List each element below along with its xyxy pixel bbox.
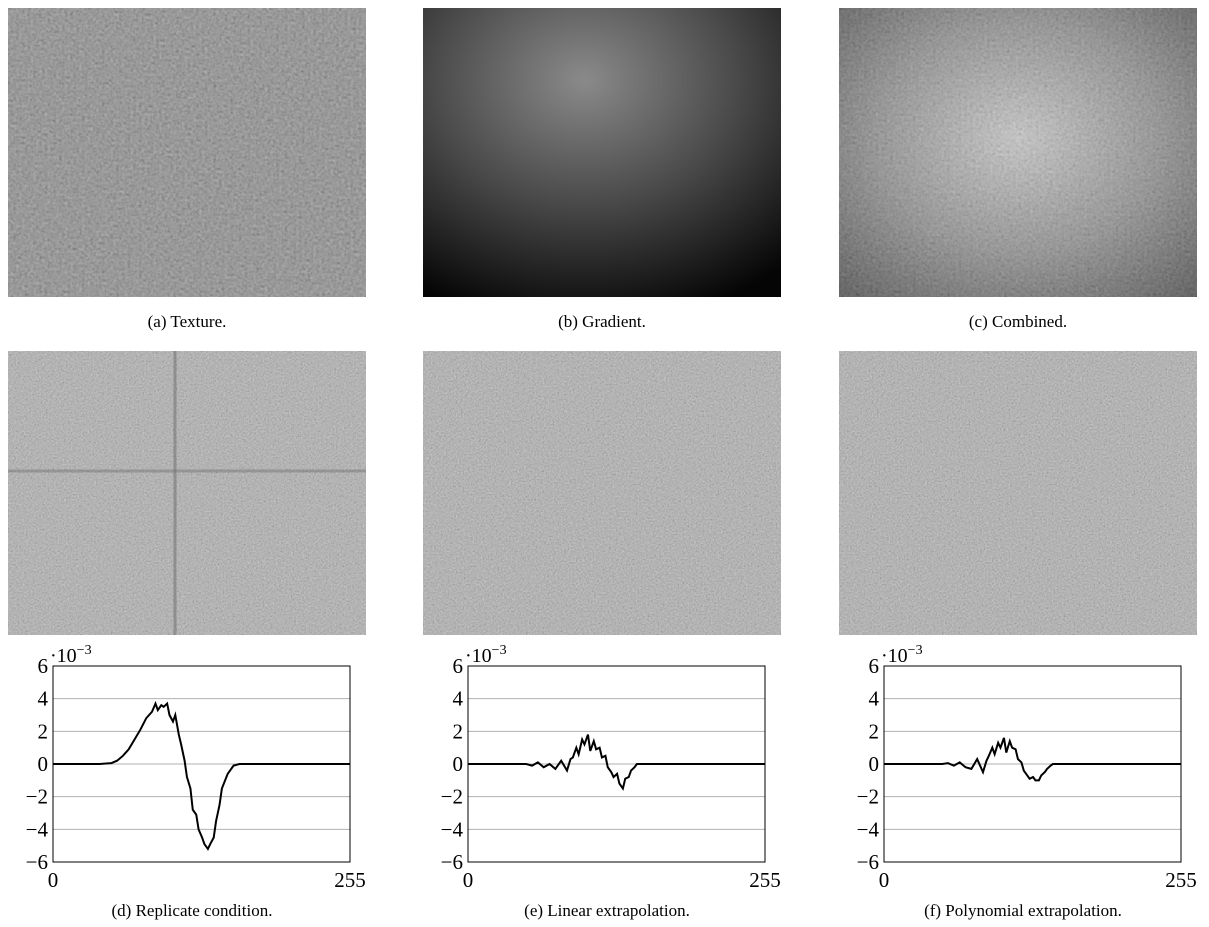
y-tick-label: −4 [441, 817, 464, 841]
x-tick-label: 255 [334, 868, 366, 892]
y-multiplier-exponent: −3 [908, 643, 923, 658]
y-tick-label: 4 [38, 687, 49, 711]
y-tick-label: −6 [857, 850, 879, 874]
y-tick-label: 0 [453, 752, 464, 776]
error-image [8, 351, 366, 635]
x-tick-label: 255 [749, 868, 781, 892]
caption: (a) Texture. [147, 312, 227, 331]
error-image [423, 351, 781, 635]
y-tick-label: 6 [869, 654, 880, 678]
caption: (e) Linear extrapolation. [524, 901, 690, 920]
y-tick-label: 0 [869, 752, 880, 776]
y-tick-label: 2 [869, 719, 880, 743]
data-line [884, 737, 1181, 782]
error-image [839, 351, 1197, 635]
y-multiplier-base: ·10 [50, 645, 77, 667]
x-tick-label: 255 [1165, 868, 1197, 892]
gradient-image [423, 8, 781, 297]
y-tick-label: 6 [38, 654, 49, 678]
x-tick-label: 0 [463, 868, 474, 892]
caption: (c) Combined. [968, 312, 1068, 331]
y-tick-label: 0 [38, 752, 49, 776]
x-tick-label: 0 [879, 868, 890, 892]
y-tick-label: −6 [26, 850, 48, 874]
y-multiplier-exponent: −3 [77, 643, 92, 658]
combined-image [839, 8, 1197, 297]
data-line [53, 700, 350, 851]
y-multiplier: ·10−3 [465, 643, 507, 667]
y-tick-label: 2 [453, 719, 464, 743]
y-tick-label: 4 [453, 687, 464, 711]
data-line [468, 734, 765, 791]
y-multiplier-exponent: −3 [492, 643, 507, 658]
caption: (d) Replicate condition. [112, 901, 273, 920]
y-multiplier: ·10−3 [881, 643, 923, 667]
y-multiplier: ·10−3 [50, 643, 92, 667]
y-tick-label: 4 [869, 687, 880, 711]
y-tick-label: −4 [857, 817, 880, 841]
y-tick-label: −4 [26, 817, 49, 841]
y-tick-label: 6 [453, 654, 464, 678]
y-multiplier-base: ·10 [465, 645, 492, 667]
caption: (b) Gradient. [558, 312, 646, 331]
y-tick-label: −2 [441, 785, 463, 809]
y-tick-label: −2 [857, 785, 879, 809]
texture-image [8, 8, 366, 297]
caption: (f) Polynomial extrapolation. [924, 901, 1122, 920]
y-tick-label: 2 [38, 719, 49, 743]
y-multiplier-base: ·10 [881, 645, 908, 667]
y-tick-label: −6 [441, 850, 463, 874]
x-tick-label: 0 [48, 868, 59, 892]
y-tick-label: −2 [26, 785, 48, 809]
